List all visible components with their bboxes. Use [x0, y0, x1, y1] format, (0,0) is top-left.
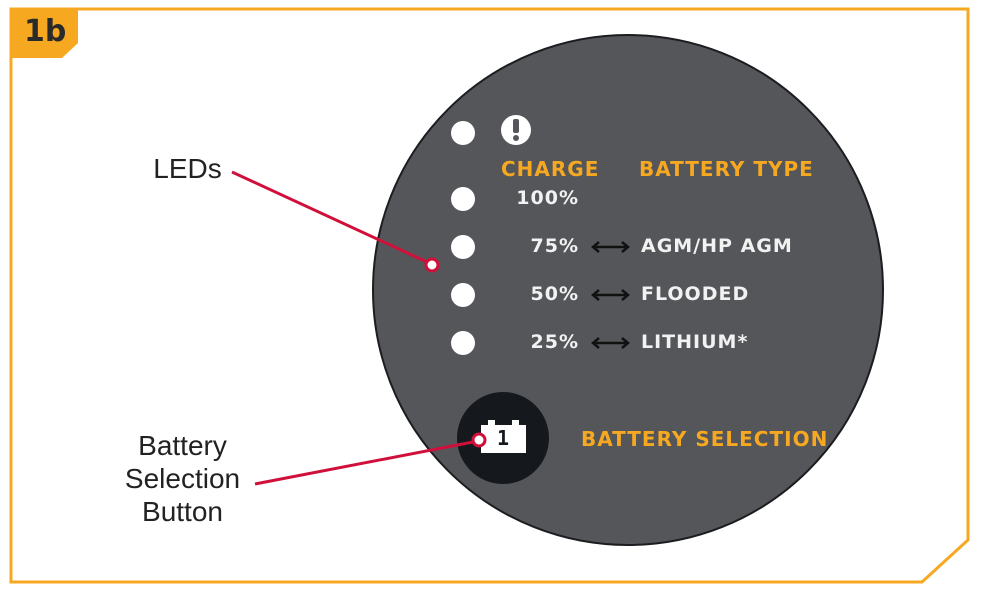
frame-border — [9, 7, 970, 584]
battery-type-header: BATTERY TYPE — [639, 157, 814, 181]
battery-selection-button[interactable] — [457, 392, 549, 484]
callout-button-line1: Battery — [138, 430, 227, 461]
led-50 — [451, 283, 475, 307]
led-100 — [451, 187, 475, 211]
arrow-icons — [591, 241, 630, 349]
type-lithium: LITHIUM* — [641, 331, 749, 353]
type-flooded: FLOODED — [641, 283, 750, 305]
control-panel — [372, 34, 884, 546]
callout-button: Battery Selection Button — [100, 429, 265, 528]
type-agm: AGM/HP AGM — [641, 235, 793, 257]
charge-50: 50% — [530, 283, 579, 305]
callout-lines — [231, 170, 487, 486]
charge-75: 75% — [530, 235, 579, 257]
led-75 — [451, 235, 475, 259]
callout-button-line3: Button — [142, 496, 223, 527]
battery-selection-label: BATTERY SELECTION — [581, 427, 829, 451]
charge-header: CHARGE — [501, 157, 600, 181]
led-25 — [451, 331, 475, 355]
charge-100: 100% — [516, 187, 579, 209]
badge-background — [10, 8, 78, 58]
callout-button-line2: Selection — [124, 463, 241, 494]
callout-leds: LEDs — [153, 153, 222, 184]
figure-badge: 1b — [24, 14, 67, 49]
led-warning — [451, 121, 475, 145]
battery-icon — [481, 425, 526, 453]
battery-number: 1 — [497, 426, 511, 450]
charge-25: 25% — [530, 331, 579, 353]
